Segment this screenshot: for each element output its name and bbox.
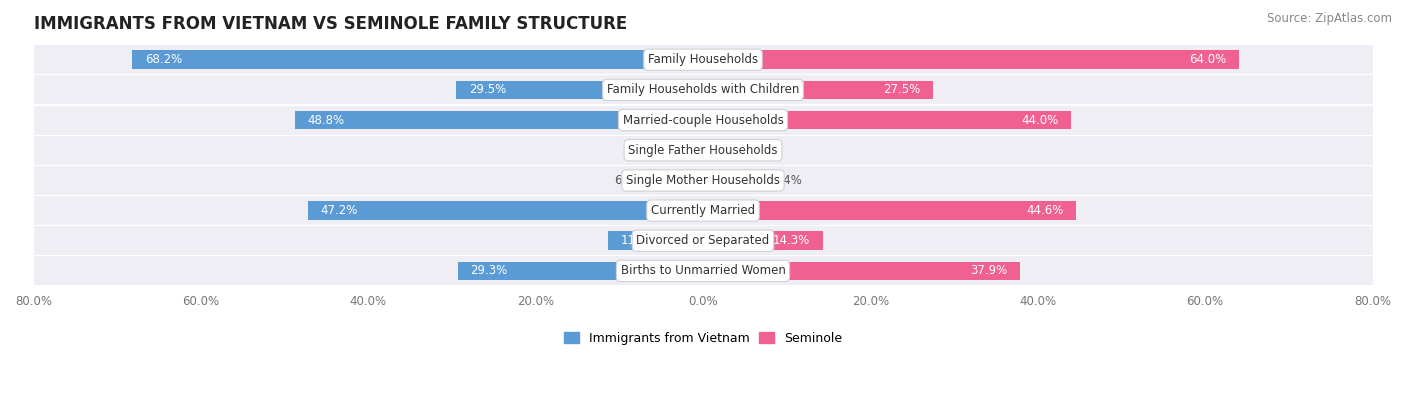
Text: Births to Unmarried Women: Births to Unmarried Women [620, 264, 786, 277]
Bar [651, 171, 703, 190]
Bar [456, 81, 703, 99]
Text: 44.0%: 44.0% [1021, 114, 1059, 126]
Bar [34, 256, 1372, 286]
Bar [683, 141, 703, 160]
Text: 7.4%: 7.4% [772, 174, 801, 187]
Text: IMMIGRANTS FROM VIETNAM VS SEMINOLE FAMILY STRUCTURE: IMMIGRANTS FROM VIETNAM VS SEMINOLE FAMI… [34, 15, 627, 33]
Bar [609, 231, 703, 250]
Text: 44.6%: 44.6% [1026, 204, 1064, 217]
Bar [458, 261, 703, 280]
Bar [703, 231, 823, 250]
Bar [703, 81, 934, 99]
Text: 37.9%: 37.9% [970, 264, 1008, 277]
Text: Divorced or Separated: Divorced or Separated [637, 234, 769, 247]
Bar [34, 75, 1372, 104]
Text: Single Mother Households: Single Mother Households [626, 174, 780, 187]
Bar [703, 201, 1076, 220]
Bar [34, 226, 1372, 255]
Text: Single Father Households: Single Father Households [628, 144, 778, 157]
Text: 11.3%: 11.3% [621, 234, 658, 247]
Text: Family Households: Family Households [648, 53, 758, 66]
Text: 6.3%: 6.3% [614, 174, 644, 187]
Text: 68.2%: 68.2% [145, 53, 181, 66]
Text: 48.8%: 48.8% [307, 114, 344, 126]
Text: Currently Married: Currently Married [651, 204, 755, 217]
Bar [703, 171, 765, 190]
Text: Married-couple Households: Married-couple Households [623, 114, 783, 126]
Bar [34, 166, 1372, 195]
Text: 47.2%: 47.2% [321, 204, 359, 217]
Text: 29.5%: 29.5% [468, 83, 506, 96]
Text: Source: ZipAtlas.com: Source: ZipAtlas.com [1267, 12, 1392, 25]
Bar [34, 136, 1372, 165]
Text: 29.3%: 29.3% [471, 264, 508, 277]
Bar [34, 105, 1372, 135]
Bar [132, 51, 703, 69]
Text: Family Households with Children: Family Households with Children [607, 83, 799, 96]
Legend: Immigrants from Vietnam, Seminole: Immigrants from Vietnam, Seminole [558, 327, 848, 350]
Text: 14.3%: 14.3% [773, 234, 810, 247]
Text: 27.5%: 27.5% [883, 83, 921, 96]
Text: 64.0%: 64.0% [1189, 53, 1226, 66]
Bar [34, 45, 1372, 74]
Bar [308, 201, 703, 220]
Bar [34, 196, 1372, 225]
Text: 2.4%: 2.4% [647, 144, 676, 157]
Bar [703, 141, 724, 160]
Bar [703, 261, 1021, 280]
Bar [295, 111, 703, 130]
Bar [703, 51, 1239, 69]
Text: 2.6%: 2.6% [731, 144, 761, 157]
Bar [703, 111, 1071, 130]
